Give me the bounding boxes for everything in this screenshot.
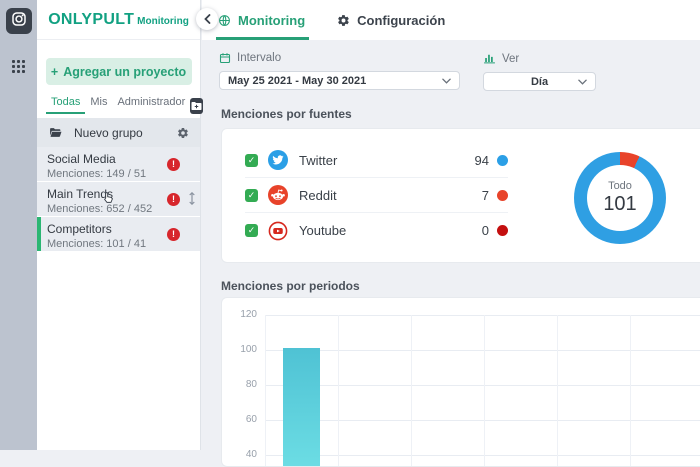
interval-value: May 25 2021 - May 30 2021 <box>228 74 367 87</box>
alert-badge: ! <box>167 193 180 206</box>
sidebar: ONLYPULT Monitoring + Agregar un proyecto… <box>37 0 204 450</box>
plus-icon: + <box>50 64 59 79</box>
gridline-vertical <box>265 315 266 466</box>
y-axis-tick: 40 <box>245 449 257 460</box>
chevron-left-icon <box>203 14 211 24</box>
chevron-down-icon <box>442 78 451 84</box>
periods-heading: Menciones por periodos <box>221 279 360 293</box>
sidebar-collapse-button[interactable] <box>196 8 218 30</box>
source-checkbox[interactable]: ✓ <box>245 224 258 237</box>
source-color-dot <box>497 154 508 166</box>
add-project-button[interactable]: + Agregar un proyecto <box>45 58 192 85</box>
main-tab-monitoring[interactable]: Monitoring <box>215 0 310 40</box>
instagram-icon[interactable] <box>5 8 32 34</box>
topbar: Monitoring Configuración <box>202 0 700 40</box>
main-area: Monitoring Configuración Intervalo May 25… <box>202 0 700 467</box>
periods-card: 12010080604020 <box>221 297 700 467</box>
interval-select[interactable]: May 25 2021 - May 30 2021 <box>219 71 460 90</box>
view-value: Día <box>530 75 549 88</box>
gridline-horizontal <box>265 455 700 456</box>
bar-may-25 <box>283 348 320 466</box>
source-name: Twitter <box>299 152 338 168</box>
main-tab-label: Monitoring <box>238 12 306 28</box>
view-select[interactable]: Día <box>483 72 596 91</box>
donut-chart: Todo 101 <box>574 152 666 244</box>
gridline-vertical <box>338 315 339 466</box>
chart-icon <box>483 52 496 65</box>
drag-handle-updown-icon[interactable] <box>188 191 196 208</box>
bar-chart: 12010080604020 <box>222 298 700 466</box>
source-count: 0 <box>481 223 489 238</box>
project-name: Competitors <box>47 222 112 236</box>
group-settings-gear-icon[interactable] <box>177 127 189 139</box>
interval-label: Intervalo <box>237 52 282 64</box>
sources-heading: Menciones por fuentes <box>221 107 352 121</box>
project-item-competitors[interactable]: Competitors Menciones: 101 / 41! <box>37 217 200 252</box>
source-row-twitter: ✓ Twitter 94 <box>245 143 508 178</box>
y-axis-tick: 120 <box>240 309 257 320</box>
group-row-nuevo-grupo[interactable]: Nuevo grupo <box>37 118 200 147</box>
alert-badge: ! <box>167 158 180 171</box>
project-filter-tabs: Todas Mis Administrador <box>37 91 204 114</box>
filters: Intervalo May 25 2021 - May 30 2021 Ver … <box>219 52 596 91</box>
gridline-vertical <box>411 315 412 466</box>
view-label: Ver <box>502 52 520 65</box>
project-list: Social Media Menciones: 149 / 51! Main Tre… <box>37 147 200 252</box>
source-list: ✓ Twitter 94 ✓ Reddit 7 ✓ Youtube 0 <box>245 143 508 248</box>
interval-filter: Intervalo May 25 2021 - May 30 2021 <box>219 52 460 91</box>
calendar-icon <box>219 52 231 64</box>
donut-center-total: 101 <box>603 193 637 215</box>
project-mentions: Menciones: 149 / 51 <box>47 168 147 180</box>
gridline-horizontal <box>265 385 700 386</box>
source-row-youtube: ✓ Youtube 0 <box>245 213 508 248</box>
y-axis-tick: 100 <box>240 344 257 355</box>
reddit-icon <box>268 185 288 205</box>
y-axis-tick: 60 <box>245 414 257 425</box>
source-color-dot <box>497 189 508 201</box>
gear-icon <box>337 14 350 27</box>
gridline-horizontal <box>265 315 700 316</box>
filter-tab-administrador[interactable]: Administrador <box>117 96 186 108</box>
source-row-reddit: ✓ Reddit 7 <box>245 178 508 213</box>
gridline-vertical <box>630 315 631 466</box>
project-item-social-media[interactable]: Social Media Menciones: 149 / 51! <box>37 147 200 182</box>
gridline-vertical <box>484 315 485 466</box>
alert-badge: ! <box>167 228 180 241</box>
main-tab-configuración[interactable]: Configuración <box>337 0 445 40</box>
logo-row: ONLYPULT Monitoring <box>37 0 200 40</box>
source-name: Reddit <box>299 187 337 203</box>
group-name: Nuevo grupo <box>74 125 143 140</box>
source-checkbox[interactable]: ✓ <box>245 188 258 202</box>
y-axis-tick: 80 <box>245 379 257 390</box>
main-tab-label: Configuración <box>357 12 446 28</box>
folder-open-icon <box>48 126 63 139</box>
twitter-icon <box>268 150 288 170</box>
gridline-horizontal <box>265 350 700 351</box>
gridline-vertical <box>557 315 558 466</box>
project-name: Main Trends <box>47 187 114 201</box>
view-filter: Ver Día <box>483 52 596 91</box>
logo-text: ONLYPULT <box>48 10 135 28</box>
add-group-folder-button[interactable] <box>190 98 204 114</box>
project-name: Social Media <box>47 152 116 166</box>
youtube-icon <box>268 220 288 241</box>
project-mentions: Menciones: 652 / 452 <box>47 203 153 215</box>
source-count: 94 <box>474 152 489 168</box>
project-mentions: Menciones: 101 / 41 <box>47 238 147 250</box>
donut-center-label: Todo <box>608 180 632 192</box>
source-name: Youtube <box>299 223 347 238</box>
project-item-main-trends[interactable]: Main Trends Menciones: 652 / 452! <box>37 182 200 217</box>
logo-suffix: Monitoring <box>137 15 189 27</box>
source-count: 7 <box>481 187 489 203</box>
sources-card: ✓ Twitter 94 ✓ Reddit 7 ✓ Youtube 0 Todo 101 <box>221 128 700 263</box>
gridline-horizontal <box>265 420 700 421</box>
filter-tab-mis[interactable]: Mis <box>90 96 108 108</box>
apps-grid-icon[interactable] <box>12 60 25 73</box>
globe-icon <box>218 14 231 27</box>
app-rail <box>0 0 37 450</box>
filter-tab-todas[interactable]: Todas <box>46 93 86 114</box>
chevron-down-icon <box>578 79 587 85</box>
source-color-dot <box>497 225 508 236</box>
source-checkbox[interactable]: ✓ <box>245 153 258 167</box>
